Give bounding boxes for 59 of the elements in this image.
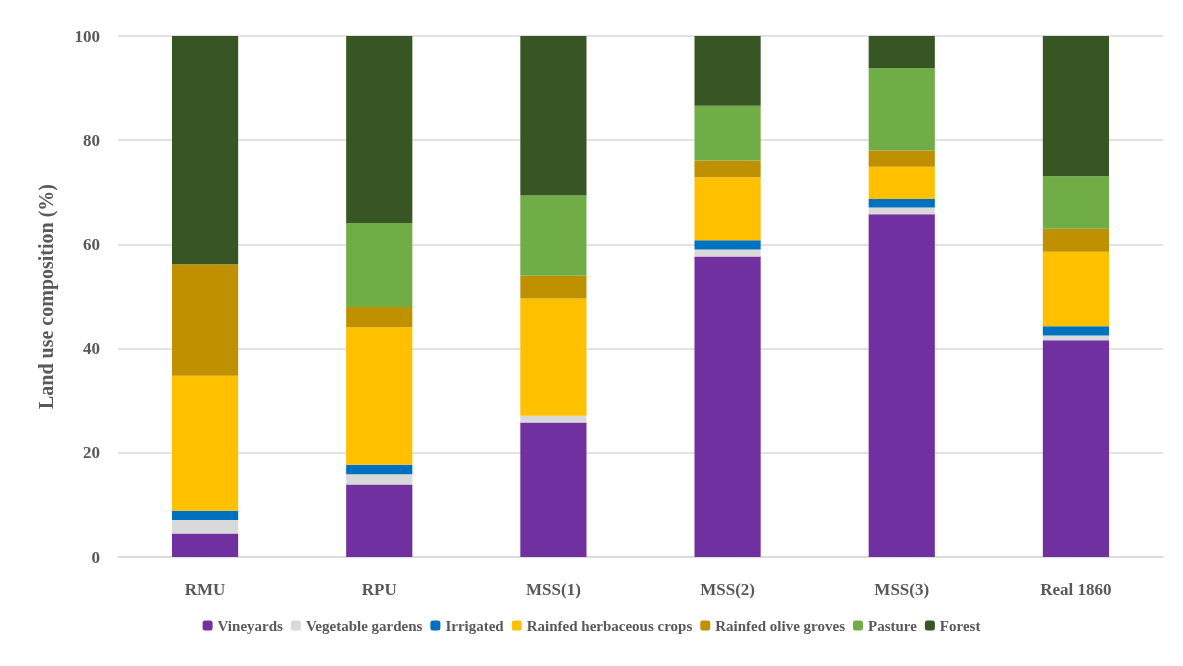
bar: [868, 207, 935, 215]
bar: [1042, 36, 1110, 177]
y-axis-title: Land use composition (%): [35, 183, 58, 410]
bar: [520, 195, 587, 276]
bar: [868, 214, 935, 557]
x-tick-label: MSS(1): [526, 580, 581, 599]
legend-label: Rainfed olive groves: [715, 617, 846, 634]
bar: [520, 275, 587, 299]
y-tick-label: 80: [83, 130, 100, 150]
bar: [694, 240, 761, 250]
bar: [1042, 228, 1110, 252]
x-tick-label: RMU: [184, 580, 226, 599]
bar: [171, 533, 239, 557]
bar: [868, 166, 935, 200]
bar: [694, 256, 761, 557]
y-tick-label: 0: [91, 547, 100, 567]
legend-label: Rainfed herbaceous crops: [526, 617, 693, 634]
bar: [346, 327, 413, 465]
bar: [346, 223, 413, 307]
bar: [171, 510, 239, 521]
y-tick-label: 20: [83, 443, 100, 463]
bar: [868, 150, 935, 167]
y-tick-label: 40: [83, 339, 100, 359]
bar: [171, 264, 239, 376]
bar: [694, 160, 761, 178]
bar: [346, 36, 413, 224]
y-tick-label: 100: [74, 26, 100, 46]
bar: [171, 36, 239, 265]
bar: [694, 36, 761, 106]
bar: [868, 36, 935, 69]
bar: [520, 36, 587, 196]
bar: [346, 474, 413, 485]
bar: [1042, 340, 1110, 557]
y-tick-label: 60: [83, 234, 100, 254]
bar: [520, 422, 587, 557]
bar: [346, 484, 413, 557]
legend-label: Pasture: [867, 617, 918, 634]
legend-label: Irrigated: [445, 617, 505, 634]
bar: [171, 520, 239, 534]
x-tick-label: MSS(3): [874, 580, 930, 599]
bar: [868, 68, 935, 151]
bar: [346, 464, 413, 475]
x-tick-label: RPU: [361, 580, 397, 599]
bar: [1042, 326, 1110, 336]
bar: [694, 177, 761, 241]
bar: [171, 375, 239, 511]
legend-label: Vegetable gardens: [305, 617, 423, 634]
bar: [1042, 251, 1110, 327]
bar: [520, 298, 587, 416]
legend-label: Forest: [939, 617, 981, 634]
bar: [868, 199, 935, 208]
bar: [1042, 176, 1110, 229]
bar: [694, 249, 761, 257]
legend-label: Vineyards: [217, 617, 284, 634]
x-tick-label: Real 1860: [1040, 580, 1112, 599]
bar: [694, 105, 761, 161]
bar: [520, 415, 587, 423]
x-tick-label: MSS(2): [700, 580, 755, 599]
bar: [346, 306, 413, 328]
